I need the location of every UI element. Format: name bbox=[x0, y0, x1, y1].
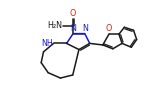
Text: H₂N: H₂N bbox=[47, 21, 62, 30]
Text: N: N bbox=[70, 24, 76, 33]
Text: O: O bbox=[70, 9, 76, 18]
Text: N: N bbox=[82, 24, 88, 33]
Text: NH: NH bbox=[41, 39, 53, 48]
Text: O: O bbox=[106, 24, 112, 33]
